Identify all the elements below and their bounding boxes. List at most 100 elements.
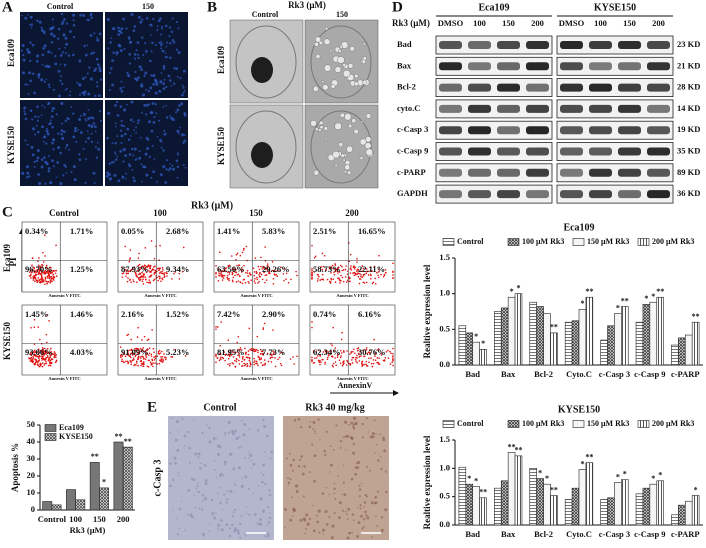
nucleus-dot (158, 119, 161, 122)
event-dot (384, 268, 387, 271)
event-dot (283, 279, 285, 282)
nucleus-dot (92, 122, 96, 125)
nucleus-dot (21, 14, 23, 17)
nucleus-dot (29, 79, 33, 83)
event-dot (255, 362, 257, 365)
vacuole (323, 126, 328, 131)
nucleus-dot (114, 151, 117, 154)
event-dot (40, 350, 42, 352)
stain-dot (341, 493, 344, 495)
nucleus-dot (120, 90, 124, 93)
event-dot (55, 356, 57, 359)
blot-box (556, 120, 674, 140)
stain-dot (169, 462, 172, 465)
stain-dot (238, 446, 241, 449)
event-dot (33, 326, 36, 328)
x-tick-label: 100 (69, 514, 82, 524)
event-dot (147, 359, 150, 362)
nucleus-dot (51, 18, 55, 21)
event-dot (333, 268, 336, 270)
stain-dot (339, 446, 342, 449)
event-dot (371, 365, 374, 368)
event-dot (146, 352, 148, 355)
event-dot (149, 266, 152, 268)
band (468, 168, 491, 177)
cell-nucleus (251, 57, 273, 83)
event-dot (292, 356, 294, 358)
nucleus-dot (79, 131, 83, 134)
nucleus-dot (43, 106, 46, 109)
bar (600, 499, 608, 526)
stain-dot (356, 506, 359, 509)
event-dot (338, 271, 341, 273)
stain-dot (199, 462, 202, 465)
event-dot (121, 355, 124, 357)
bar (536, 306, 544, 366)
y-axis-label: Realtive expression level (422, 264, 432, 358)
vacuole (323, 38, 331, 45)
event-dot (124, 355, 127, 358)
event-dot (158, 362, 161, 365)
stain-dot (291, 469, 294, 472)
band (560, 83, 583, 92)
nucleus-dot (170, 85, 173, 87)
event-dot (374, 277, 376, 280)
stain-dot (366, 495, 369, 498)
nucleus-dot (43, 156, 46, 159)
quadrant-percent: 1.71% (70, 226, 93, 236)
stain-dot (223, 493, 226, 496)
nucleus-dot (141, 112, 143, 114)
event-dot (239, 347, 242, 349)
nucleus-dot (116, 155, 119, 158)
bar (564, 499, 573, 526)
event-dot (245, 271, 247, 274)
stain-dot (217, 528, 220, 531)
nucleus-dot (183, 139, 187, 143)
stain-dot (234, 527, 237, 530)
event-dot (246, 365, 248, 368)
event-dot (248, 327, 251, 330)
x-tick-label: c-Casp 9 (634, 369, 665, 379)
nucleus-dot (147, 120, 151, 124)
nucleus-dot (162, 105, 165, 108)
event-dot (374, 282, 377, 285)
significance-mark: ** (550, 485, 558, 494)
event-dot (333, 273, 336, 276)
event-dot (36, 279, 38, 281)
event-dot (144, 269, 147, 271)
nucleus-dot (183, 111, 187, 115)
nucleus-dot (83, 44, 86, 48)
vacuole (353, 81, 359, 87)
event-dot (28, 275, 31, 277)
nucleus-dot (144, 42, 147, 45)
vacuole (347, 63, 354, 69)
band (439, 62, 462, 71)
event-dot (348, 276, 350, 278)
nucleus-dot (99, 78, 103, 81)
nucleus-dot (177, 51, 181, 55)
lane-label: DMSO (559, 18, 585, 28)
significance-mark: * (623, 469, 627, 478)
event-dot (149, 264, 152, 267)
event-dot (51, 271, 54, 274)
stain-dot (176, 448, 180, 452)
event-dot (147, 366, 150, 368)
significance-mark: * (538, 468, 542, 477)
nucleus-dot (171, 39, 175, 42)
event-dot (331, 267, 333, 270)
event-dot (315, 351, 318, 353)
vacuole (344, 164, 351, 171)
event-dot (150, 353, 153, 356)
event-dot (137, 356, 140, 359)
event-dot (275, 273, 277, 276)
nucleus-dot (59, 79, 62, 82)
nucleus-dot (35, 59, 39, 63)
nucleus-dot (170, 30, 174, 34)
event-dot (262, 271, 265, 273)
quadrant-percent: 2.90% (262, 309, 285, 319)
nucleus-dot (181, 133, 185, 137)
stain-dot (226, 498, 229, 501)
event-dot (360, 274, 362, 276)
event-dot (133, 352, 136, 355)
stain-dot (325, 486, 328, 489)
